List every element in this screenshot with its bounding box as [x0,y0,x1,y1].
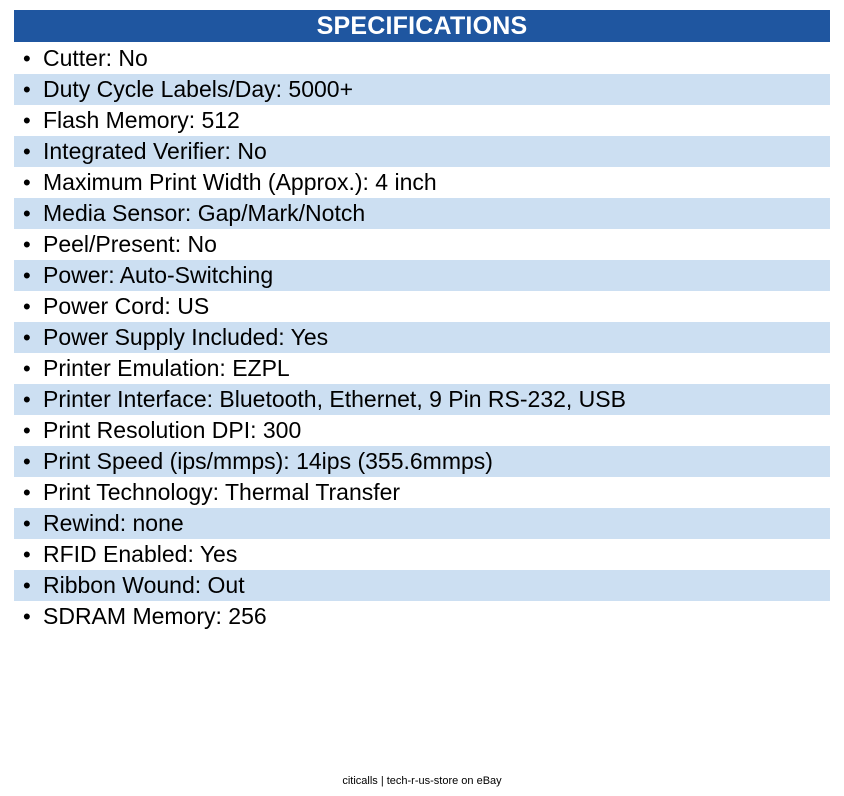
spec-row: • Print Technology: Thermal Transfer [14,477,830,508]
bullet-icon: • [23,387,31,412]
bullet-icon: • [23,511,31,536]
bullet-icon: • [23,542,31,567]
specifications-title: SPECIFICATIONS [316,12,528,40]
spec-text: Power: Auto-Switching [43,262,274,288]
spec-row: • Flash Memory: 512 [14,105,830,136]
footer-credit: citicalls | tech-r-us-store on eBay [342,775,502,787]
spec-list: • Cutter: No • Duty Cycle Labels/Day: 5000… [14,43,830,632]
spec-row: • Media Sensor: Gap/Mark/Notch [14,198,830,229]
spec-text: Ribbon Wound: Out [43,572,245,598]
spec-text: Cutter: No [43,45,148,71]
spec-row: • Printer Interface: Bluetooth, Ethernet,… [14,384,830,415]
spec-row: • SDRAM Memory: 256 [14,601,830,632]
spec-row: • Print Speed (ips/mmps): 14ips (355.6mmp… [14,446,830,477]
spec-text: RFID Enabled: Yes [43,541,238,567]
spec-row: • Peel/Present: No [14,229,830,260]
spec-text: Integrated Verifier: No [43,138,267,164]
spec-text: Duty Cycle Labels/Day: 5000+ [43,76,354,102]
spec-text: Printer Interface: Bluetooth, Ethernet, … [43,386,626,412]
bullet-icon: • [23,418,31,443]
spec-text: Peel/Present: No [43,231,217,257]
spec-text: Maximum Print Width (Approx.): 4 inch [43,169,437,195]
spec-row: • Rewind: none [14,508,830,539]
spec-text: Media Sensor: Gap/Mark/Notch [43,200,366,226]
spec-row: • Power Cord: US [14,291,830,322]
spec-text: Flash Memory: 512 [43,107,240,133]
spec-text: Print Speed (ips/mmps): 14ips (355.6mmps… [43,448,493,474]
bullet-icon: • [23,139,31,164]
spec-text: SDRAM Memory: 256 [43,603,267,629]
spec-row: • Ribbon Wound: Out [14,570,830,601]
spec-row: • Power Supply Included: Yes [14,322,830,353]
bullet-icon: • [23,263,31,288]
spec-row: • Duty Cycle Labels/Day: 5000+ [14,74,830,105]
spec-row: • Integrated Verifier: No [14,136,830,167]
bullet-icon: • [23,604,31,629]
bullet-icon: • [23,232,31,257]
spec-text: Printer Emulation: EZPL [43,355,290,381]
spec-row: • Power: Auto-Switching [14,260,830,291]
bullet-icon: • [23,77,31,102]
spec-text: Power Cord: US [43,293,210,319]
bullet-icon: • [23,170,31,195]
spec-row: • Printer Emulation: EZPL [14,353,830,384]
spec-text: Power Supply Included: Yes [43,324,329,350]
spec-row: • RFID Enabled: Yes [14,539,830,570]
bullet-icon: • [23,46,31,71]
spec-row: • Maximum Print Width (Approx.): 4 inch [14,167,830,198]
spec-row: • Cutter: No [14,43,830,74]
spec-text: Rewind: none [43,510,184,536]
spec-row: • Print Resolution DPI: 300 [14,415,830,446]
bullet-icon: • [23,201,31,226]
bullet-icon: • [23,573,31,598]
specifications-header: SPECIFICATIONS [14,10,830,42]
spec-text: Print Technology: Thermal Transfer [43,479,401,505]
bullet-icon: • [23,108,31,133]
bullet-icon: • [23,356,31,381]
bullet-icon: • [23,294,31,319]
bullet-icon: • [23,480,31,505]
bullet-icon: • [23,325,31,350]
spec-text: Print Resolution DPI: 300 [43,417,302,443]
bullet-icon: • [23,449,31,474]
